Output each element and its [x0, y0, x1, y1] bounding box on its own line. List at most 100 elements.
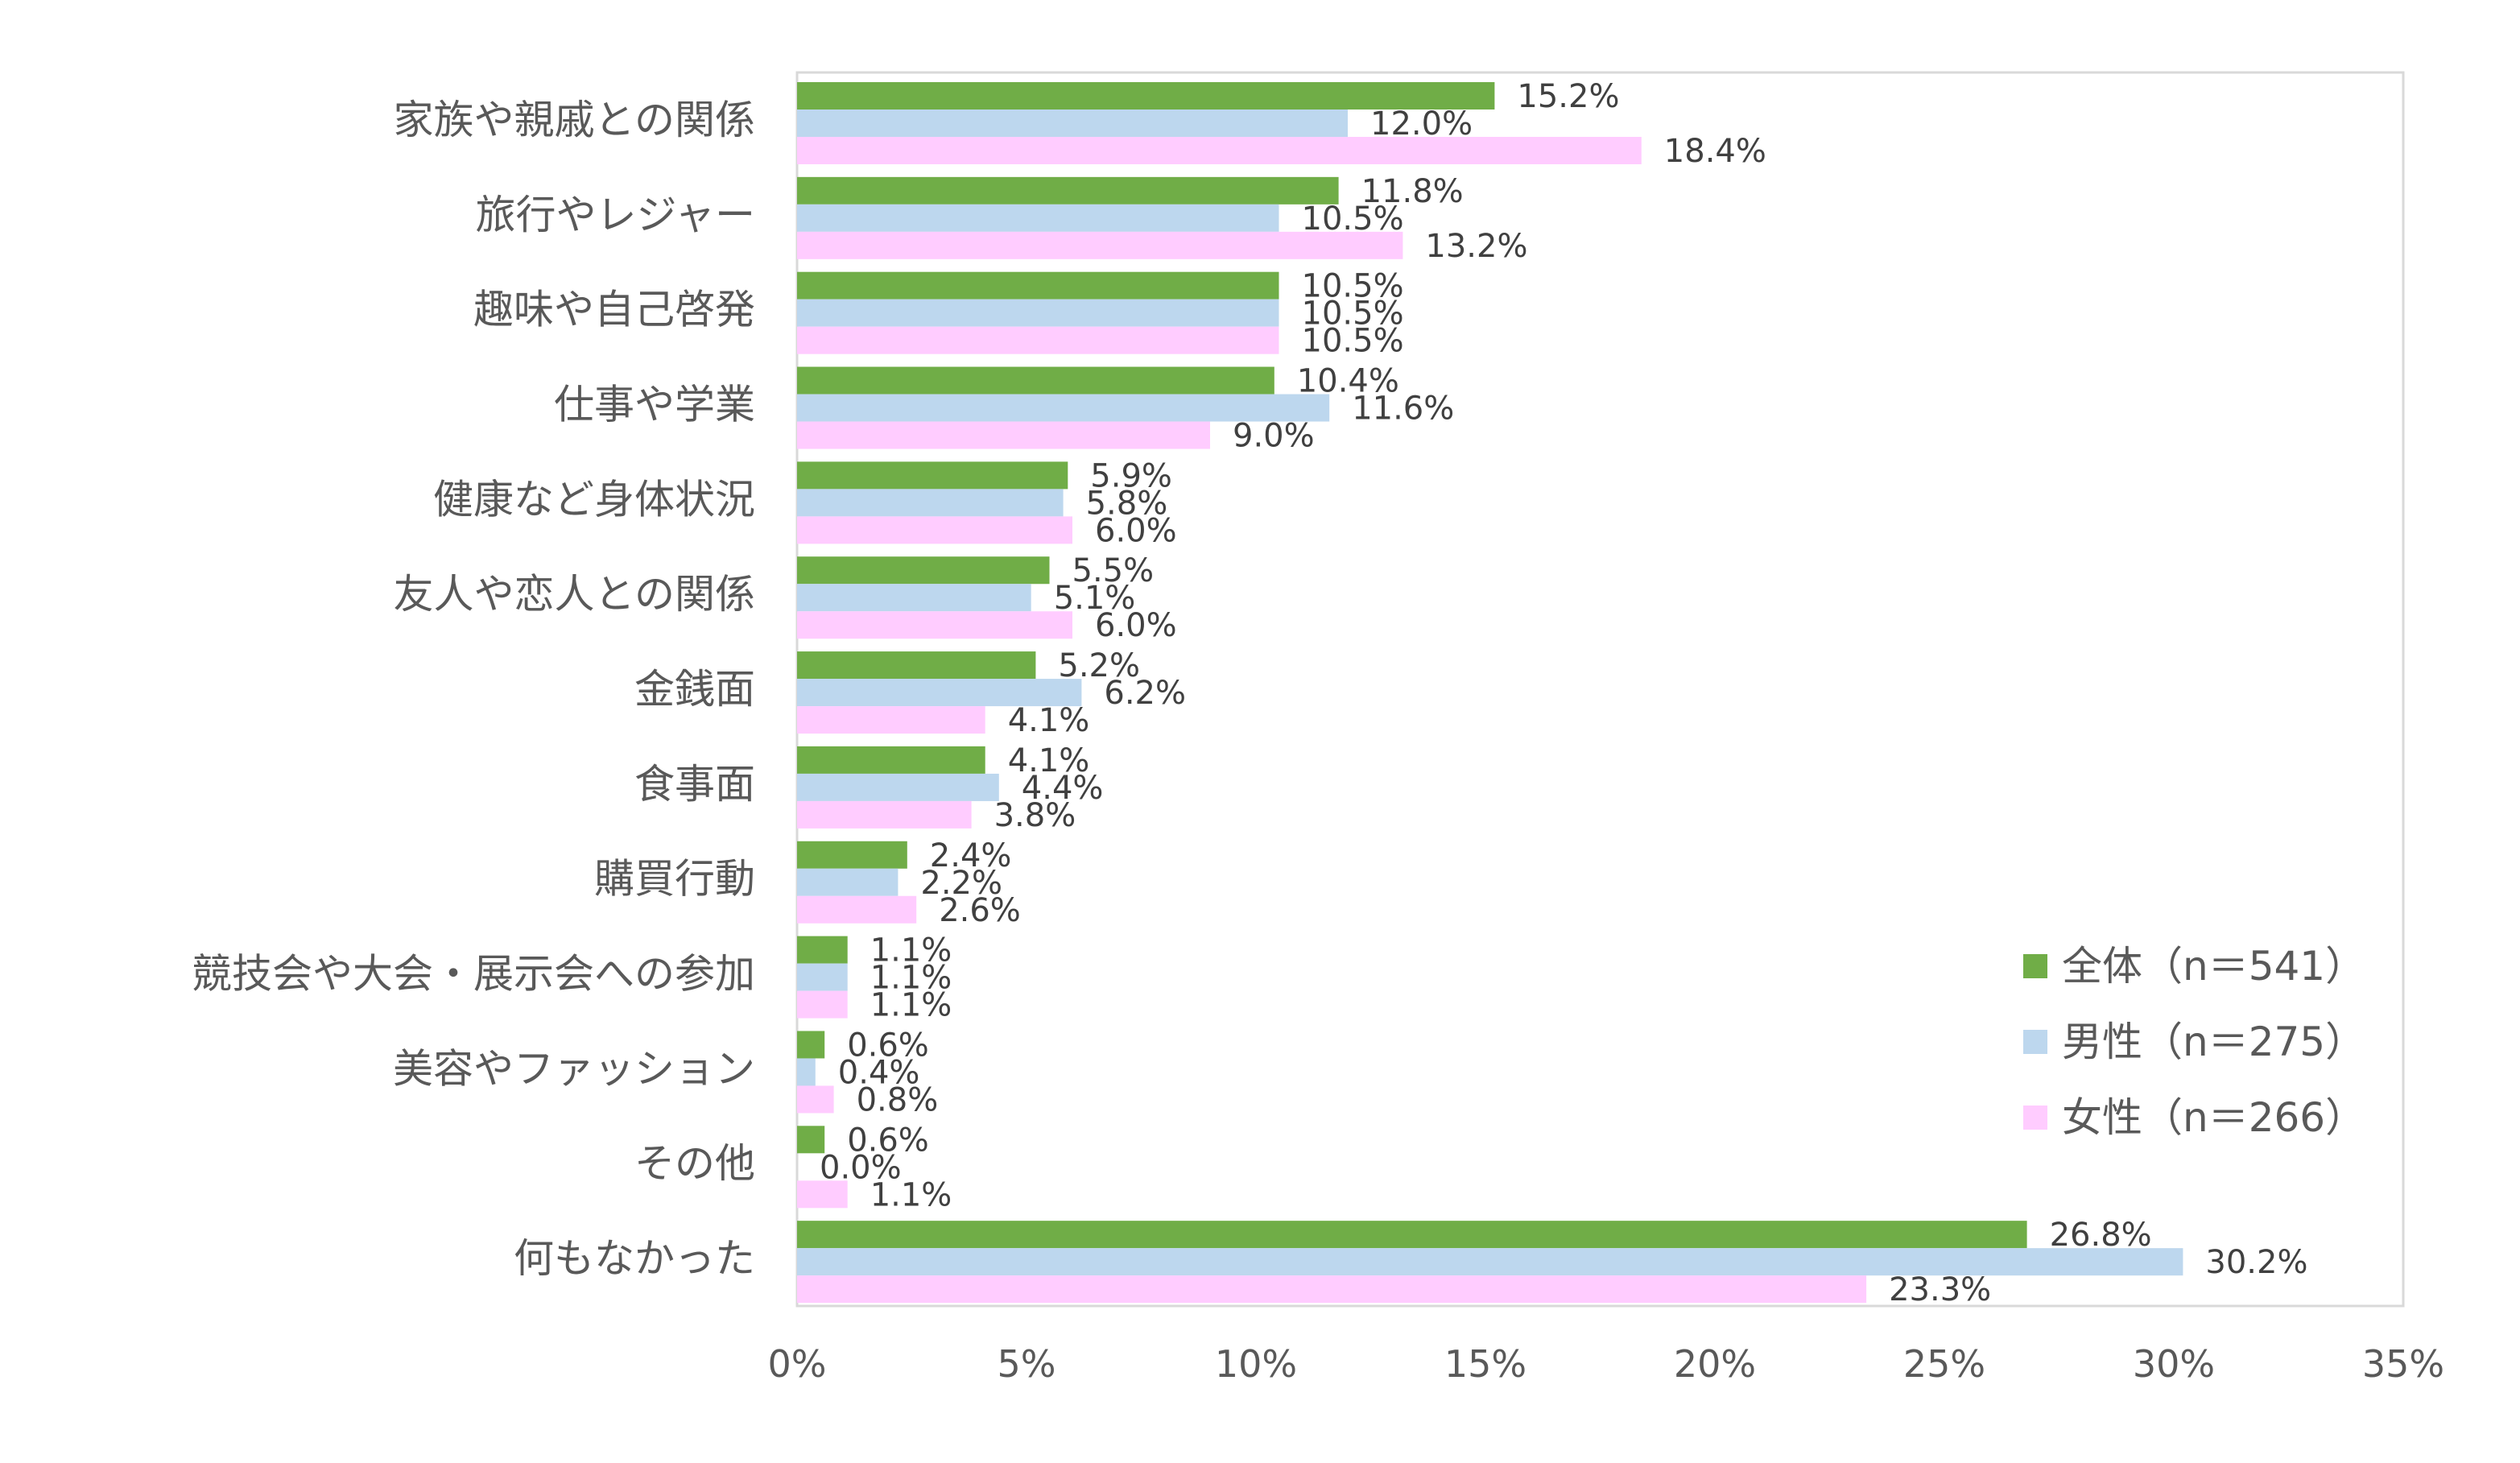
bar [797, 137, 1642, 164]
data-label: 4.1% [1008, 702, 1090, 739]
x-tick-label: 15% [1444, 1342, 1526, 1386]
bar [797, 299, 1279, 327]
data-label: 5.5% [1072, 552, 1155, 589]
data-label: 0.4% [838, 1054, 920, 1091]
category-label: 美容やファッション [393, 1045, 755, 1092]
data-label: 11.8% [1361, 173, 1464, 210]
data-label: 5.8% [1086, 485, 1168, 522]
category-label: 食事面 [634, 761, 755, 808]
legend-label: 女性（n＝266） [2062, 1094, 2365, 1141]
data-label: 1.1% [870, 932, 952, 969]
bar [797, 963, 848, 991]
category-label: 趣味や自己啓発 [473, 287, 755, 333]
legend-label: 全体（n＝541） [2062, 943, 2365, 990]
category-label: 家族や親戚との関係 [394, 97, 756, 143]
bar [797, 1126, 825, 1154]
x-tick-label: 10% [1215, 1342, 1297, 1386]
category-label: 購買行動 [594, 856, 755, 903]
bar [797, 82, 1495, 110]
data-label: 5.2% [1058, 647, 1140, 684]
bar [797, 394, 1330, 422]
category-label: 旅行やレジャー [476, 192, 756, 238]
category-label: 金銭面 [634, 666, 755, 713]
data-label: 1.1% [870, 987, 952, 1024]
data-label: 5.9% [1090, 457, 1172, 494]
data-label: 10.4% [1297, 363, 1399, 400]
data-label: 15.2% [1517, 78, 1619, 115]
x-tick-label: 25% [1903, 1342, 1985, 1386]
legend-label: 男性（n＝275） [2062, 1019, 2365, 1065]
bar [797, 868, 899, 896]
category-label: 何もなかった [514, 1235, 755, 1282]
x-tick-label: 20% [1674, 1342, 1756, 1386]
data-label: 0.8% [857, 1081, 939, 1118]
data-label: 1.1% [870, 960, 952, 997]
bar [797, 800, 972, 829]
category-label: 健康など身体状況 [433, 476, 755, 523]
data-label: 10.5% [1302, 295, 1404, 333]
bar [797, 1058, 816, 1086]
bar [797, 746, 985, 774]
bar [797, 1031, 825, 1059]
data-label: 10.5% [1302, 268, 1404, 305]
bar [797, 204, 1279, 232]
bar [797, 176, 1339, 205]
bar [797, 1221, 2027, 1249]
bar [797, 1180, 848, 1209]
bar [797, 1085, 834, 1114]
bar [797, 231, 1403, 259]
bar [797, 841, 907, 869]
x-tick-label: 0% [768, 1342, 827, 1386]
bar [797, 990, 848, 1019]
data-label: 23.3% [1889, 1271, 1991, 1308]
data-label: 10.5% [1302, 200, 1404, 238]
legend-swatch [2023, 1030, 2047, 1054]
category-label: その他 [634, 1140, 755, 1187]
bar [797, 706, 985, 734]
data-label: 1.1% [870, 1176, 952, 1213]
bar [797, 1248, 2183, 1276]
data-label: 2.4% [930, 837, 1012, 874]
category-label: 友人や恋人との関係 [394, 571, 756, 618]
data-label: 3.8% [994, 797, 1076, 834]
data-label: 26.8% [2050, 1217, 2152, 1254]
data-label: 0.6% [847, 1122, 929, 1159]
legend: 全体（n＝541） 男性（n＝275） 女性（n＝266） [2023, 943, 2365, 1141]
data-label: 0.6% [847, 1027, 929, 1064]
data-label: 5.1% [1054, 580, 1136, 617]
x-tick-label: 35% [2362, 1342, 2444, 1386]
data-label: 6.0% [1095, 607, 1177, 644]
bar [797, 611, 1072, 639]
category-labels: 家族や親戚との関係旅行やレジャー趣味や自己啓発仕事や学業健康など身体状況友人や恋… [192, 97, 755, 1282]
data-label: 30.2% [2205, 1244, 2307, 1281]
data-label: 2.2% [920, 865, 1002, 902]
bar [797, 326, 1279, 354]
data-label: 9.0% [1233, 418, 1315, 455]
x-tick-label: 30% [2133, 1342, 2215, 1386]
bar [797, 366, 1274, 395]
bar [797, 516, 1072, 544]
bar [797, 461, 1068, 490]
legend-swatch [2023, 1106, 2047, 1130]
bar [797, 110, 1348, 137]
bar [797, 679, 1082, 707]
data-label: 10.5% [1302, 323, 1404, 360]
bar [797, 421, 1210, 449]
bar [797, 936, 848, 964]
data-label: 13.2% [1425, 228, 1527, 265]
category-label: 仕事や学業 [554, 381, 755, 428]
bar [797, 271, 1279, 300]
data-label: 2.6% [939, 892, 1021, 929]
data-label: 18.4% [1664, 133, 1766, 170]
data-label: 12.0% [1370, 105, 1473, 143]
bar [797, 556, 1050, 585]
category-label: 競技会や大会・展示会への参加 [192, 951, 755, 998]
bar [797, 584, 1031, 612]
data-labels: 15.2%12.0%18.4%11.8%10.5%13.2%10.5%10.5%… [820, 78, 2307, 1308]
bar [797, 1275, 1867, 1304]
data-label: 4.4% [1022, 770, 1104, 807]
data-label: 6.0% [1095, 512, 1177, 549]
bar [797, 773, 999, 801]
data-label: 0.0% [820, 1149, 902, 1186]
